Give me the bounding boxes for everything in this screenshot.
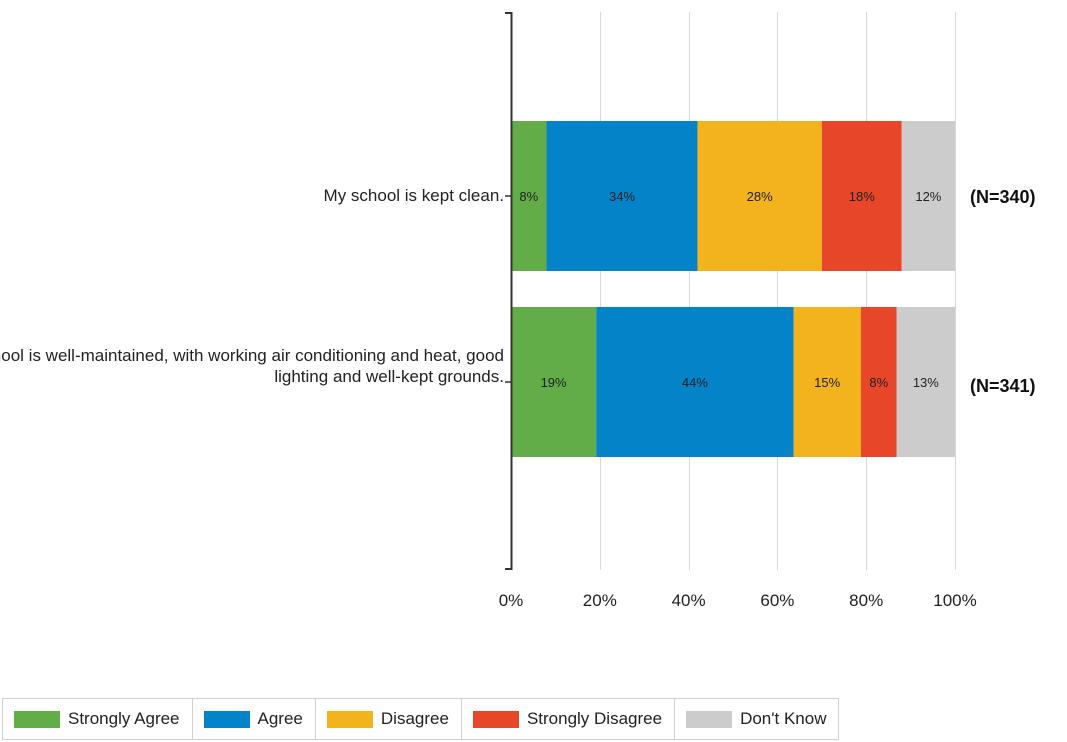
legend: Strongly Agree Agree Disagree Strongly D… bbox=[2, 698, 840, 740]
bar-don-t-know-1[interactable] bbox=[901, 121, 955, 271]
gridlines bbox=[600, 12, 956, 570]
data-label: 34% bbox=[609, 189, 635, 204]
data-label: 12% bbox=[915, 189, 941, 204]
data-label: 8% bbox=[869, 375, 888, 390]
legend-label: Don't Know bbox=[740, 709, 827, 728]
category-label-1: My school is kept clean. bbox=[323, 186, 504, 205]
data-label: 28% bbox=[747, 189, 773, 204]
legend-swatch-dont-know bbox=[686, 710, 733, 728]
legend-item-dont-know[interactable]: Don't Know bbox=[675, 699, 838, 739]
bars: 8% 34% 28% 18% 12% 19% 44% 15% 8% 13% bbox=[511, 121, 955, 457]
data-label: 44% bbox=[682, 375, 708, 390]
x-tick-labels: 0% 20% 40% 60% 80% 100% bbox=[499, 591, 977, 610]
data-label: 19% bbox=[541, 375, 567, 390]
bar-strongly-disagree-1[interactable] bbox=[821, 121, 902, 271]
bar-strongly-disagree-2[interactable] bbox=[860, 307, 897, 457]
bar-disagree-2[interactable] bbox=[793, 307, 861, 457]
bar-disagree-1[interactable] bbox=[697, 121, 822, 271]
x-tick-label: 20% bbox=[583, 591, 617, 610]
x-tick-label: 80% bbox=[849, 591, 883, 610]
legend-item-agree[interactable]: Agree bbox=[193, 699, 316, 739]
y-axis bbox=[505, 12, 513, 570]
bar-strongly-agree-2[interactable] bbox=[511, 307, 597, 457]
data-label: 13% bbox=[913, 375, 939, 390]
n-count-label-1: (N=340) bbox=[970, 187, 1036, 207]
legend-item-strongly-agree[interactable]: Strongly Agree bbox=[3, 699, 193, 739]
legend-swatch-strongly-agree bbox=[14, 710, 60, 728]
legend-swatch-agree bbox=[203, 710, 250, 728]
legend-label: Disagree bbox=[380, 709, 449, 728]
legend-swatch-disagree bbox=[326, 710, 373, 728]
legend-label: Strongly Agree bbox=[68, 709, 180, 728]
x-tick-label: 40% bbox=[672, 591, 706, 610]
x-tick-label: 100% bbox=[933, 591, 976, 610]
bar-agree-2[interactable] bbox=[596, 307, 794, 457]
data-label: 15% bbox=[814, 375, 840, 390]
legend-label: Strongly Disagree bbox=[526, 709, 663, 728]
data-label: 8% bbox=[519, 189, 538, 204]
bar-agree-1[interactable] bbox=[546, 121, 698, 271]
legend-item-disagree[interactable]: Disagree bbox=[316, 699, 462, 739]
legend-label: Agree bbox=[257, 709, 303, 728]
x-tick-label: 60% bbox=[760, 591, 794, 610]
legend-item-strongly-disagree[interactable]: Strongly Disagree bbox=[462, 699, 676, 739]
category-label-2: My school is well-maintained, with worki… bbox=[0, 346, 504, 386]
bar-strongly-agree-1[interactable] bbox=[511, 121, 547, 271]
legend-swatch-strongly-disagree bbox=[472, 710, 519, 728]
stacked-bar-chart: 8% 34% 28% 18% 12% 19% 44% 15% 8% 13% 0% 20% 40% 60%… bbox=[499, 12, 977, 610]
bar-don-t-know-2[interactable] bbox=[896, 307, 955, 457]
data-label: 18% bbox=[849, 189, 875, 204]
x-tick-label: 0% bbox=[499, 591, 524, 610]
n-count-label-2: (N=341) bbox=[970, 376, 1036, 396]
